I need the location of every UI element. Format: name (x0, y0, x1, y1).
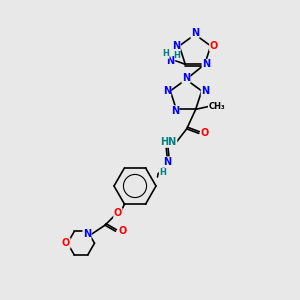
Text: N: N (191, 28, 199, 38)
Text: N: N (83, 229, 91, 239)
Text: O: O (62, 238, 70, 248)
Text: CH₃: CH₃ (208, 102, 225, 111)
Text: N: N (202, 59, 210, 69)
Text: H: H (173, 51, 180, 60)
Text: H: H (159, 168, 166, 177)
Text: N: N (172, 41, 180, 51)
Text: H: H (162, 49, 169, 58)
Text: HN: HN (160, 137, 177, 147)
Text: O: O (201, 128, 209, 138)
Text: N: N (163, 157, 171, 167)
Text: O: O (210, 41, 218, 51)
Text: O: O (114, 208, 122, 218)
Text: N: N (166, 56, 174, 66)
Text: O: O (119, 226, 127, 236)
Text: N: N (182, 73, 190, 83)
Text: N: N (201, 86, 209, 96)
Text: N: N (171, 106, 179, 116)
Text: N: N (163, 86, 171, 96)
